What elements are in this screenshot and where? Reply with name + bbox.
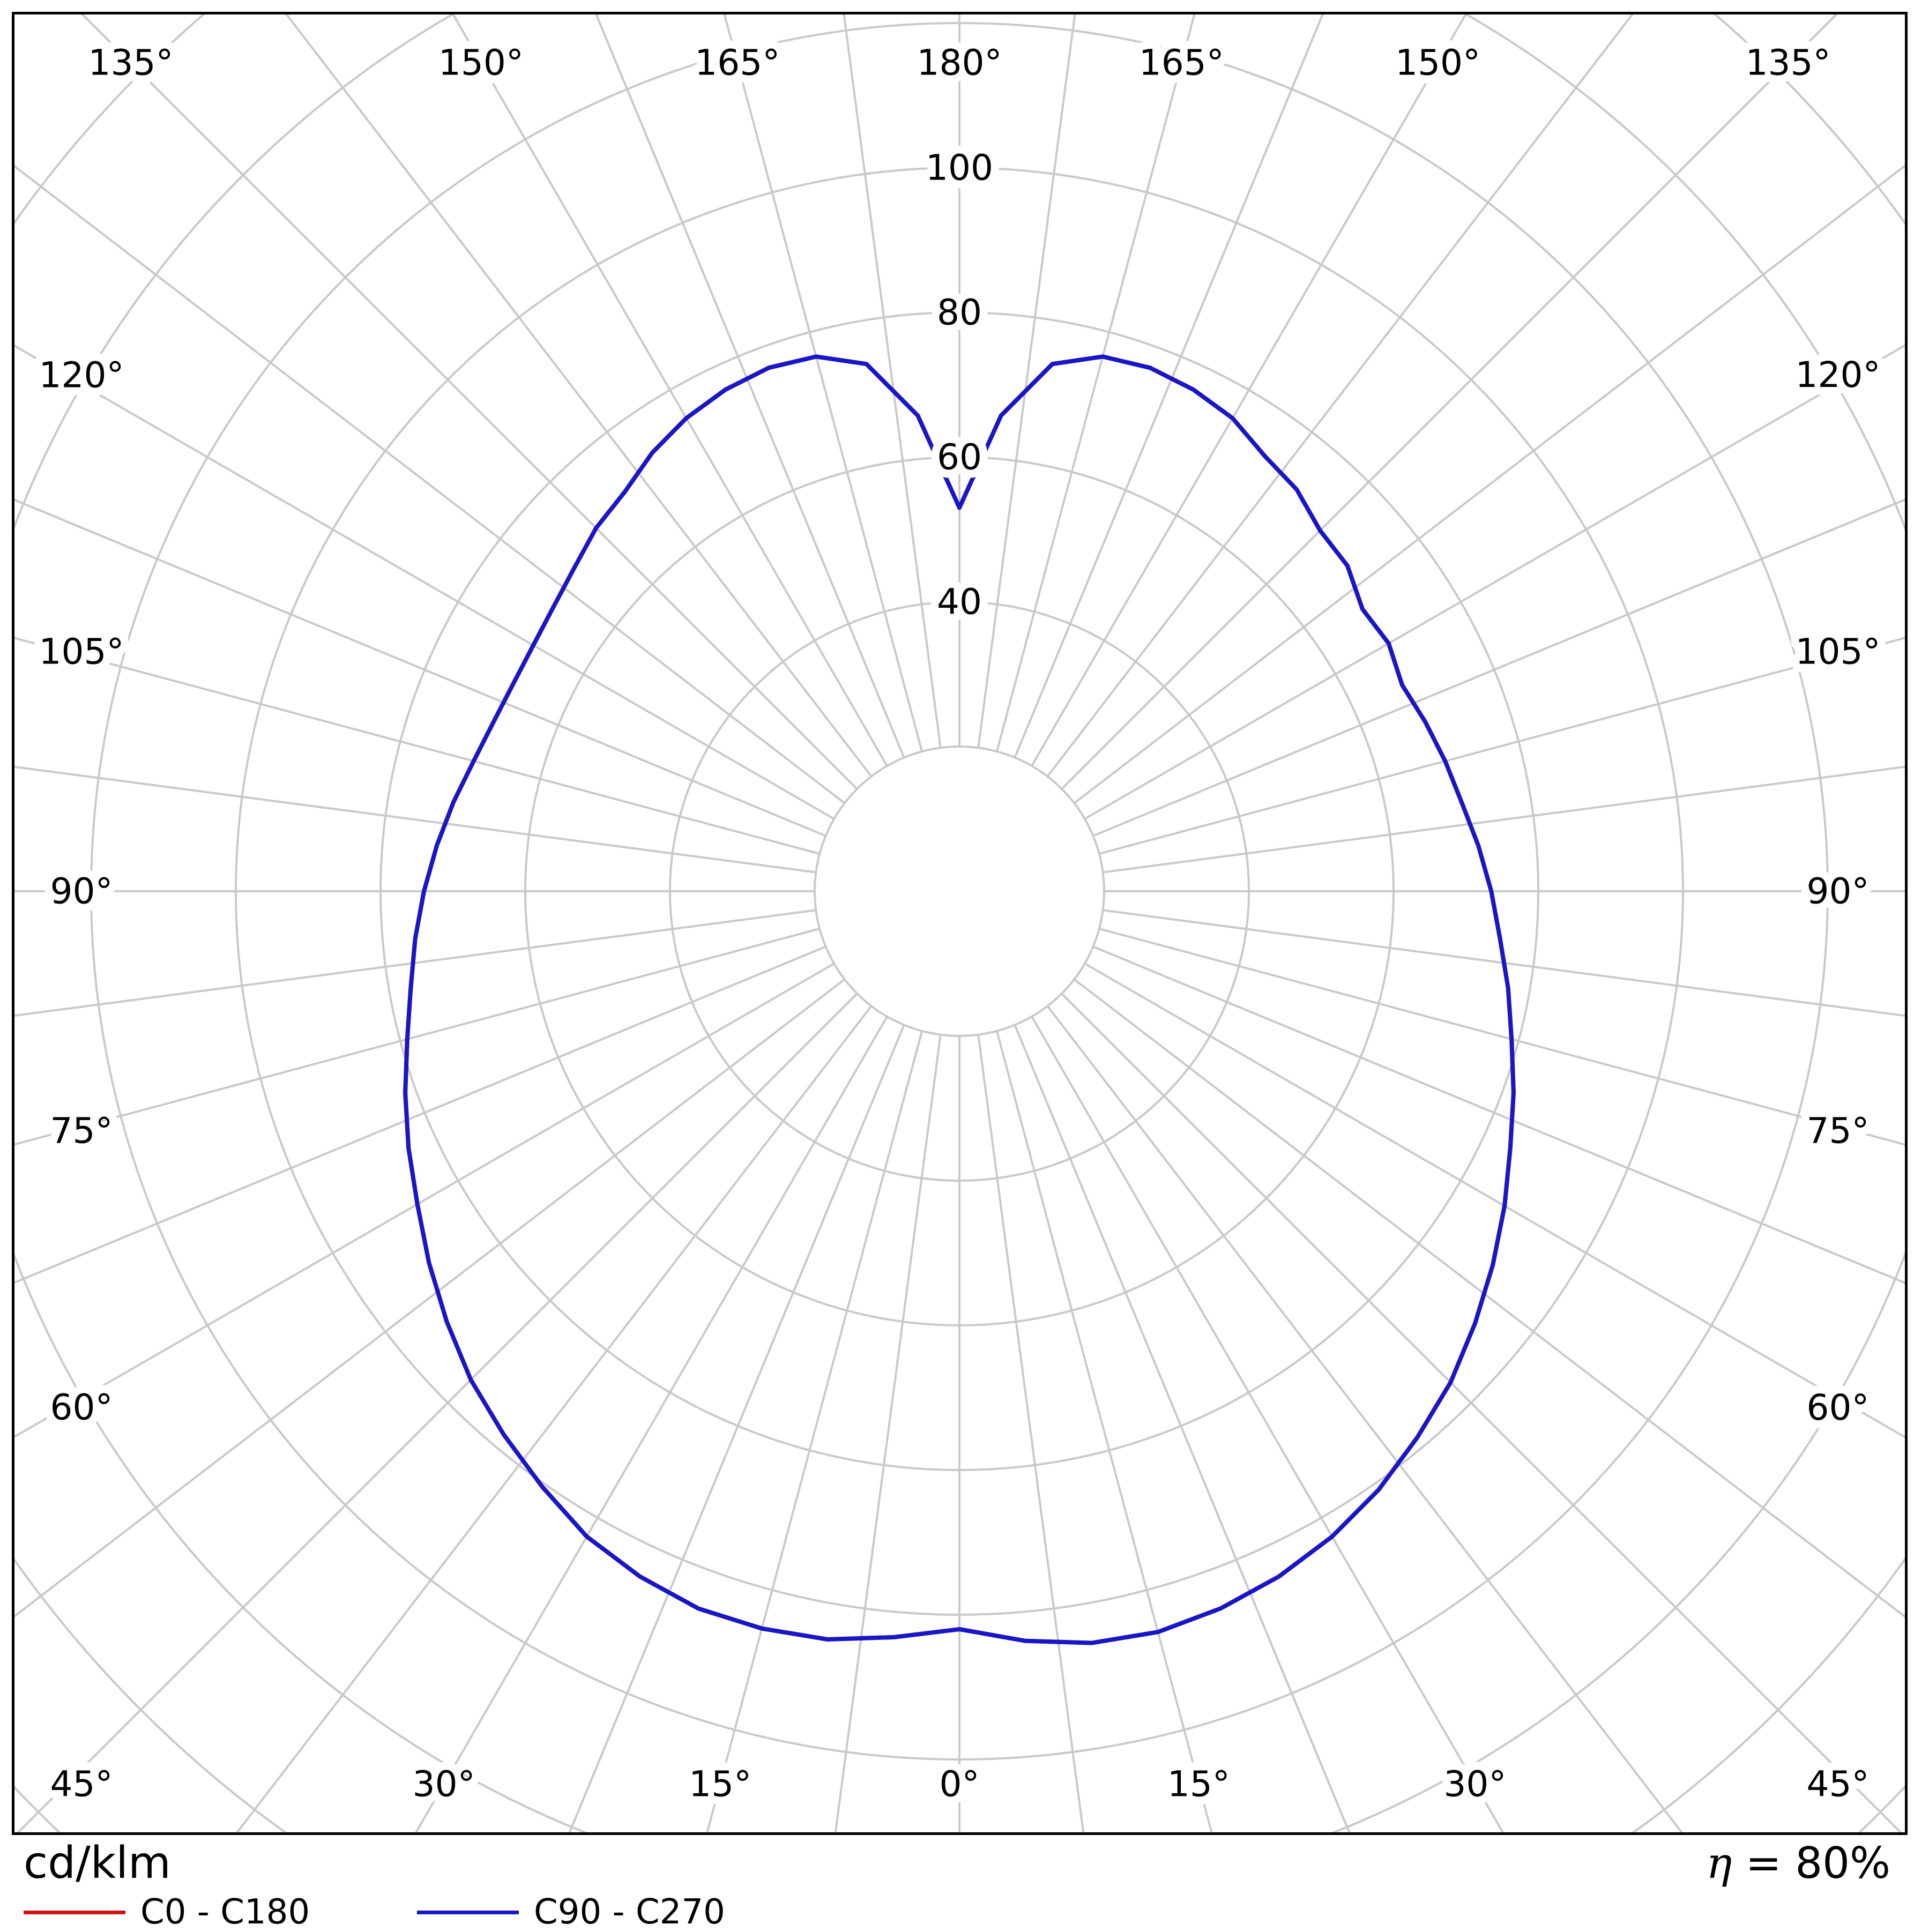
grid-spoke (452, 14, 888, 767)
angle-tick-label: 60° (1807, 1387, 1870, 1428)
grid-spoke (14, 344, 835, 820)
grid-spoke (1084, 963, 1905, 1438)
grid-spoke (1084, 344, 1905, 820)
angle-tick-label: 135° (88, 42, 174, 84)
angle-tick-label: 120° (1796, 354, 1881, 396)
angle-tick-label: 165° (695, 42, 780, 84)
grid-spoke (236, 1005, 873, 1832)
grid-spoke (595, 14, 905, 758)
radial-tick-label: 60 (937, 437, 982, 478)
grid-spoke (1046, 14, 1634, 778)
grid-spoke (1046, 1005, 1683, 1832)
grid-spoke (14, 909, 816, 1017)
grid-spoke (1099, 927, 1905, 1146)
angle-tick-label: 120° (39, 354, 124, 396)
grid-spoke (1031, 1016, 1505, 1832)
angle-tick-label: 0° (940, 1764, 980, 1805)
grid-spoke (834, 1034, 942, 1832)
legend-line-blue (417, 1910, 519, 1914)
polar-chart-frame: 40 60 80 100 0° 15° 15° 30° 30° 45° 45° 60° 60° 75° 75… (12, 12, 1908, 1835)
grid-spoke (1103, 765, 1905, 874)
legend: C0 - C180 C90 - C270 (12, 1895, 1902, 1929)
grid-spoke (14, 978, 846, 1618)
angle-tick-label: 75° (50, 1110, 113, 1151)
grid-spoke (17, 993, 858, 1832)
angle-tick-label: 15° (1167, 1764, 1230, 1805)
grid-spoke (1073, 164, 1905, 804)
grid-spoke (1092, 945, 1905, 1284)
legend-label-c0-c180: C0 - C180 (140, 1892, 310, 1932)
legend-item-c90-c270: C90 - C270 (417, 1895, 725, 1929)
angle-tick-label: 45° (1807, 1764, 1870, 1805)
legend-line-red (24, 1910, 125, 1914)
grid-spoke (14, 765, 816, 874)
angle-tick-label: 30° (413, 1764, 475, 1805)
radial-tick-label: 80 (937, 292, 982, 333)
grid-spoke (995, 14, 1196, 752)
grid-spoke (723, 14, 924, 752)
units-label: cd/klm (24, 1838, 171, 1889)
grid-spoke (1103, 909, 1905, 1017)
eta-value: = 80% (1732, 1838, 1890, 1888)
grid-spoke (1099, 637, 1905, 855)
grid-spoke (14, 637, 820, 855)
grid-spoke (1092, 498, 1905, 837)
angle-tick-label: 90° (50, 871, 113, 912)
grid-spoke (81, 14, 858, 790)
chart-footer: cd/klm η = 80% C0 - C180 C90 - C270 (12, 1841, 1902, 1929)
angle-tick-label: 90° (1807, 871, 1870, 912)
radial-tick-label: 40 (937, 581, 982, 623)
grid-spoke (977, 14, 1076, 748)
radial-tick-label: 100 (926, 147, 993, 189)
grid-spoke (285, 14, 873, 778)
grid-spoke (706, 1031, 924, 1832)
grid-spoke (14, 165, 846, 804)
angle-tick-label: 75° (1807, 1110, 1870, 1152)
grid-spoke (568, 1024, 905, 1832)
grid-spoke (995, 1031, 1213, 1832)
grid-spoke (1014, 1024, 1351, 1832)
angle-tick-label: 180° (917, 42, 1002, 84)
curve-c90-c270 (403, 354, 1516, 1645)
grid-spoke (1061, 14, 1838, 790)
grid-spoke (414, 1016, 888, 1832)
grid-spoke (1061, 993, 1902, 1832)
angle-tick-label: 165° (1139, 42, 1224, 84)
angle-tick-label: 135° (1746, 42, 1831, 84)
polar-chart: 40 60 80 100 0° 15° 15° 30° 30° 45° 45° 60° 60° 75° 75… (14, 14, 1905, 1832)
angle-tick-label: 150° (438, 42, 524, 84)
efficiency-label: η = 80% (1706, 1842, 1890, 1885)
grid-spoke (14, 945, 826, 1284)
grid-ring (814, 745, 1105, 1037)
angle-tick-label: 15° (689, 1764, 751, 1805)
grid-spoke (1073, 978, 1905, 1618)
grid-spoke (843, 14, 942, 748)
angle-tick-label: 150° (1395, 42, 1480, 84)
angle-tick-label: 30° (1443, 1764, 1506, 1805)
angle-tick-label: 60° (50, 1387, 113, 1428)
grid-spoke (14, 927, 820, 1146)
eta-symbol: η (1706, 1838, 1732, 1888)
grid-spoke (14, 963, 835, 1438)
angle-tick-label: 105° (1796, 631, 1881, 672)
grid-spoke (14, 498, 826, 837)
angle-tick-label: 105° (39, 631, 124, 673)
legend-item-c0-c180: C0 - C180 (24, 1895, 310, 1929)
grid-spoke (1031, 14, 1467, 767)
grid-spoke (977, 1034, 1085, 1832)
legend-label-c90-c270: C90 - C270 (534, 1892, 725, 1932)
angle-tick-label: 45° (50, 1764, 113, 1805)
grid-spoke (1014, 14, 1324, 758)
footer-top-row: cd/klm η = 80% (12, 1841, 1902, 1885)
